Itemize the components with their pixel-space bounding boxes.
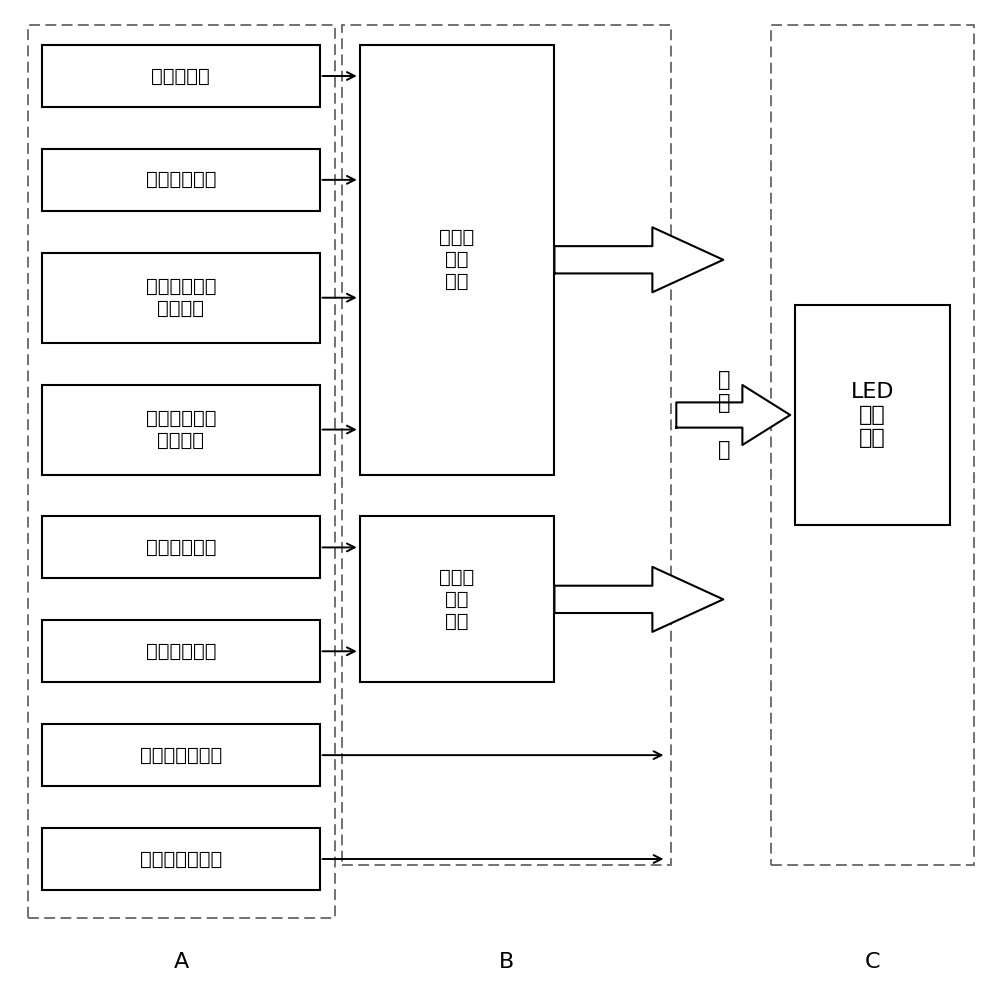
Polygon shape bbox=[676, 385, 790, 445]
Bar bbox=[42, 724, 320, 786]
Text: 前轮速传感器: 前轮速传感器 bbox=[146, 538, 216, 557]
Text: C: C bbox=[865, 952, 880, 972]
Bar bbox=[771, 25, 974, 865]
Polygon shape bbox=[554, 567, 723, 632]
Bar bbox=[795, 305, 950, 525]
Bar bbox=[360, 45, 554, 475]
Text: B: B bbox=[499, 952, 514, 972]
Text: 模拟量
处理
模块: 模拟量 处理 模块 bbox=[440, 228, 475, 291]
Bar bbox=[342, 25, 671, 865]
Text: 车速传感器: 车速传感器 bbox=[152, 66, 210, 85]
Bar bbox=[42, 45, 320, 107]
Bar bbox=[42, 620, 320, 682]
Text: 前轴垂向线位
移传感器: 前轴垂向线位 移传感器 bbox=[146, 277, 216, 318]
Text: A: A bbox=[174, 952, 189, 972]
Bar bbox=[42, 516, 320, 578]
Bar bbox=[42, 385, 320, 475]
Bar bbox=[360, 516, 554, 682]
Text: LED
显示
装置: LED 显示 装置 bbox=[851, 382, 894, 448]
Text: 加速度传感器: 加速度传感器 bbox=[146, 170, 216, 189]
Text: 制动器制动信号: 制动器制动信号 bbox=[140, 746, 222, 765]
Bar bbox=[42, 149, 320, 211]
Text: 后轮速传感器: 后轮速传感器 bbox=[146, 642, 216, 661]
Text: 后轴垂向线位
移传感器: 后轴垂向线位 移传感器 bbox=[146, 409, 216, 450]
Bar bbox=[28, 25, 335, 918]
Text: 离合器分离信号: 离合器分离信号 bbox=[140, 850, 222, 869]
Bar bbox=[42, 253, 320, 343]
Text: 单
片

机: 单 片 机 bbox=[718, 370, 730, 460]
Bar bbox=[42, 828, 320, 890]
Text: 数字量
处理
模块: 数字量 处理 模块 bbox=[440, 568, 475, 631]
Polygon shape bbox=[554, 227, 723, 292]
